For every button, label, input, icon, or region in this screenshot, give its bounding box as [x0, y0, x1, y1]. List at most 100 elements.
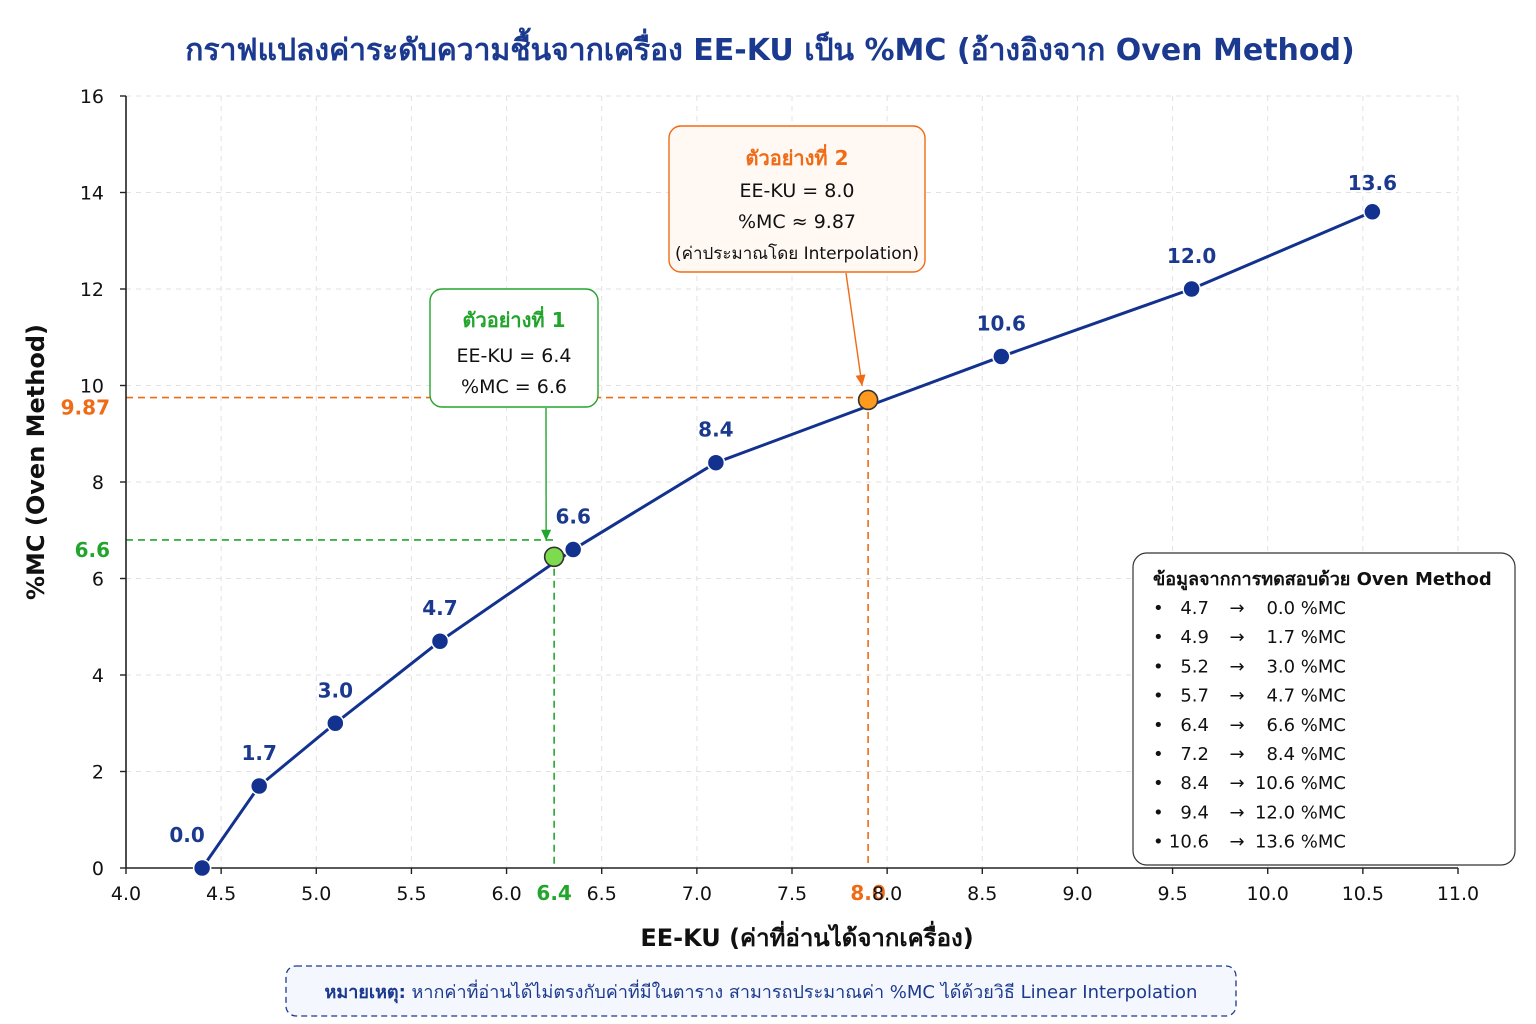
- legend-arrow: →: [1229, 656, 1244, 677]
- legend-arrow: →: [1229, 832, 1244, 853]
- callout-example-1: ตัวอย่างที่ 1 EE-KU = 6.4 %MC = 6.6: [429, 288, 599, 541]
- legend-bullet: •: [1153, 598, 1164, 619]
- legend-bullet: •: [1153, 715, 1164, 736]
- footnote-box: [285, 965, 1237, 1017]
- y-tick-label: 12: [80, 279, 104, 301]
- legend-mc: 8.4 %MC: [1266, 744, 1346, 765]
- callout-arrow-line: [845, 272, 863, 387]
- y-tick-label: 16: [80, 86, 104, 108]
- x-tick-label: 7.0: [682, 883, 712, 905]
- data-label: 0.0: [169, 823, 204, 847]
- legend-eeku: 7.2: [1180, 744, 1209, 765]
- y-tick-label: 6: [92, 569, 104, 591]
- data-point: [1182, 279, 1201, 299]
- example-guides: 6.4 6.6 8.0 9.87: [61, 396, 886, 905]
- legend-eeku: 4.7: [1180, 598, 1209, 619]
- example-x-value: 6.4: [536, 881, 571, 905]
- data-point: [992, 347, 1011, 366]
- y-tick-label: 4: [92, 665, 104, 687]
- legend-mc: 1.7 %MC: [1266, 627, 1346, 648]
- axes: 4.0 4.5 5.0 5.5 6.0 6.5 7.0 7.5 8.0 8.5 9.0 9.5 10.0…: [22, 86, 1479, 952]
- legend-mc: 6.6 %MC: [1266, 715, 1346, 736]
- x-tick-label: 5.0: [301, 883, 331, 905]
- callouts: ตัวอย่างที่ 1EE-KU = 6.4%MC = 6.6ตัวอย่า…: [429, 125, 926, 541]
- y-tick-label: 14: [80, 183, 104, 205]
- callout-arrow-head: [541, 529, 552, 541]
- footnote-body: หากค่าที่อ่านได้ไม่ตรงกับค่าที่มีในตาราง…: [406, 979, 1198, 1003]
- callout-heading: ตัวอย่างที่ 1: [462, 305, 565, 332]
- legend-eeku: 8.4: [1180, 773, 1209, 794]
- data-point: [430, 631, 450, 651]
- callout-line: (ค่าประมาณโดย Interpolation): [675, 243, 919, 264]
- callout-arrow-head: [855, 374, 866, 386]
- legend-bullet: •: [1153, 744, 1164, 765]
- legend-eeku: 4.9: [1180, 627, 1209, 648]
- legend-mc: 4.7 %MC: [1266, 686, 1346, 707]
- chart-title: กราฟแปลงค่าระดับความชื้นจากเครื่อง EE-KU…: [185, 27, 1354, 68]
- data-label: 13.6: [1348, 171, 1397, 195]
- y-tick-label: 2: [92, 762, 104, 784]
- data-label: 3.0: [318, 678, 353, 702]
- legend-arrow: →: [1229, 744, 1244, 765]
- x-tick-label: 11.0: [1437, 883, 1479, 905]
- x-tick-label: 8.5: [967, 883, 997, 905]
- legend-bullet: •: [1153, 832, 1164, 853]
- callout-line: %MC ≈ 9.87: [738, 211, 856, 233]
- legend-mc: 13.6 %MC: [1255, 832, 1346, 853]
- legend-bullet: •: [1153, 627, 1164, 648]
- data-label: 6.6: [555, 505, 590, 529]
- example-point: [543, 546, 565, 568]
- legend-mc: 3.0 %MC: [1266, 656, 1346, 677]
- legend-bullet: •: [1153, 686, 1164, 707]
- data-point: [563, 540, 583, 559]
- legend-mc: 10.6 %MC: [1255, 773, 1346, 794]
- example-x-value: 8.0: [850, 881, 885, 905]
- data-label: 12.0: [1167, 244, 1216, 268]
- y-axis-title: %MC (Oven Method): [22, 324, 50, 600]
- data-series: 0.0 1.7 3.0 4.7 6.6 8.4 10.6 12.0 13.6: [169, 171, 1397, 878]
- x-tick-label: 6.5: [587, 883, 617, 905]
- legend-arrow: →: [1229, 802, 1244, 823]
- footnote-prefix: หมายเหตุ:: [325, 982, 406, 1004]
- legend-bullet: •: [1153, 656, 1164, 677]
- data-label: 1.7: [241, 741, 276, 765]
- legend-eeku: 5.7: [1180, 686, 1209, 707]
- legend-arrow: →: [1229, 715, 1244, 736]
- x-tick-label: 8.0: [872, 883, 902, 905]
- data-point: [1363, 202, 1382, 222]
- x-tick-label: 5.5: [396, 883, 426, 905]
- legend-mc: 0.0 %MC: [1266, 598, 1346, 619]
- x-tick-label: 9.0: [1062, 883, 1092, 905]
- x-tick-label: 9.5: [1157, 883, 1187, 905]
- y-tick-label: 0: [92, 858, 104, 880]
- legend-eeku: 5.2: [1180, 656, 1209, 677]
- data-point: [706, 453, 726, 472]
- footnote: หมายเหตุ: หากค่าที่อ่านได้ไม่ตรงกับค่าที…: [285, 965, 1237, 1017]
- callout-example-2: ตัวอย่างที่ 2 EE-KU = 8.0 %MC ≈ 9.87 (ค่าปร…: [668, 125, 926, 387]
- legend-arrow: →: [1229, 627, 1244, 648]
- example-y-value: 9.87: [61, 396, 110, 420]
- x-tick-label: 10.5: [1342, 883, 1384, 905]
- callout-line: EE-KU = 6.4: [457, 345, 572, 367]
- x-tick-label: 4.5: [206, 883, 236, 905]
- legend-box: [1132, 552, 1516, 866]
- callout-heading: ตัวอย่างที่ 2: [745, 143, 848, 170]
- y-tick-label: 10: [80, 376, 104, 398]
- legend-arrow: →: [1229, 598, 1244, 619]
- legend-eeku: 6.4: [1180, 715, 1209, 736]
- legend-bullet: •: [1153, 802, 1164, 823]
- data-label: 10.6: [977, 312, 1026, 336]
- callout-line: EE-KU = 8.0: [740, 180, 855, 202]
- callout-box: [429, 288, 599, 408]
- legend-eeku: 10.6: [1169, 832, 1209, 853]
- data-point: [192, 858, 212, 878]
- x-tick-label: 6.0: [491, 883, 521, 905]
- legend: ข้อมูลจากการทดสอบด้วย Oven Method • 4.7 → 0.…: [1132, 552, 1516, 866]
- x-axis-title: EE-KU (ค่าที่อ่านได้จากเครื่อง): [640, 920, 973, 952]
- example-point: [857, 389, 879, 411]
- data-label: 8.4: [698, 418, 733, 442]
- y-tick-label: 8: [92, 472, 104, 494]
- legend-arrow: →: [1229, 773, 1244, 794]
- legend-arrow: →: [1229, 686, 1244, 707]
